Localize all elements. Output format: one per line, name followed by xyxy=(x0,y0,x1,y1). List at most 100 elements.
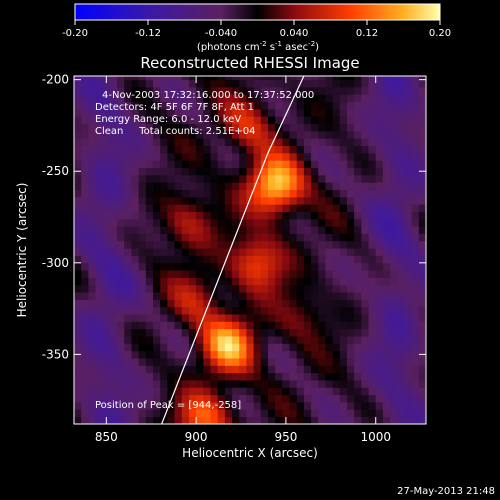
heatmap-cell xyxy=(267,416,276,424)
heatmap-cell xyxy=(138,94,147,103)
heatmap-cell xyxy=(138,409,147,418)
heatmap-cell xyxy=(210,358,219,366)
heatmap-cell xyxy=(339,277,348,286)
heatmap-cell xyxy=(95,196,104,205)
heatmap-cell xyxy=(203,409,211,418)
heatmap-cell xyxy=(95,145,104,154)
heatmap-cell xyxy=(102,328,111,337)
heatmap-cell xyxy=(397,292,405,300)
heatmap-cell xyxy=(232,277,240,286)
heatmap-cell xyxy=(368,365,377,374)
heatmap-cell xyxy=(246,152,254,161)
heatmap-cell xyxy=(217,343,226,352)
heatmap-cell xyxy=(260,138,269,146)
heatmap-cell xyxy=(275,86,283,95)
heatmap-cell xyxy=(217,189,226,198)
heatmap-cell xyxy=(239,167,247,176)
heatmap-cell xyxy=(246,328,254,337)
heatmap-cell xyxy=(102,343,111,352)
heatmap-cell xyxy=(411,240,420,249)
heatmap-cell xyxy=(131,123,140,132)
heatmap-cell xyxy=(196,380,204,388)
heatmap-cell xyxy=(181,262,190,271)
heatmap-cell xyxy=(138,79,147,88)
heatmap-cell xyxy=(282,182,290,190)
heatmap-cell xyxy=(153,211,161,220)
heatmap-cell xyxy=(224,204,233,212)
heatmap-cell xyxy=(167,248,175,256)
heatmap-cell xyxy=(390,277,398,286)
heatmap-cell xyxy=(124,76,132,81)
heatmap-cell xyxy=(74,372,82,381)
heatmap-cell xyxy=(303,284,312,293)
heatmap-cell xyxy=(354,189,362,198)
heatmap-cell xyxy=(174,79,183,88)
heatmap-cell xyxy=(138,240,147,249)
heatmap-cell xyxy=(318,343,326,352)
heatmap-cell xyxy=(131,321,140,330)
heatmap-cell xyxy=(167,101,175,110)
heatmap-cell xyxy=(181,174,190,183)
heatmap-cell xyxy=(117,328,125,337)
heatmap-cell xyxy=(153,218,161,227)
heatmap-cell xyxy=(217,76,226,81)
heatmap-cell xyxy=(325,211,334,220)
heatmap-cell xyxy=(232,116,240,125)
heatmap-cell xyxy=(332,108,341,117)
heatmap-cell xyxy=(188,372,197,381)
heatmap-cell xyxy=(124,218,132,227)
heatmap-cell xyxy=(74,299,82,308)
heatmap-cell xyxy=(339,402,348,410)
heatmap-cell xyxy=(131,138,140,146)
heatmap-cell xyxy=(289,240,298,249)
heatmap-cell xyxy=(253,130,262,139)
heatmap-cell xyxy=(117,218,125,227)
heatmap-cell xyxy=(232,79,240,88)
heatmap-cell xyxy=(224,76,233,81)
heatmap-cell xyxy=(397,299,405,308)
heatmap-cell xyxy=(296,189,305,198)
heatmap-cell xyxy=(361,394,369,403)
heatmap-cell xyxy=(81,299,89,308)
heatmap-cell xyxy=(318,299,326,308)
heatmap-cell xyxy=(346,167,355,176)
heatmap-cell xyxy=(232,189,240,198)
heatmap-cell xyxy=(88,299,96,308)
heatmap-cell xyxy=(239,372,247,381)
heatmap-cell xyxy=(318,255,326,264)
heatmap-cell xyxy=(397,336,405,344)
heatmap-cell xyxy=(239,270,247,278)
heatmap-cell xyxy=(311,130,319,139)
heatmap-cell xyxy=(88,292,96,300)
heatmap-cell xyxy=(95,152,104,161)
heatmap-cell xyxy=(88,365,96,374)
heatmap-cell xyxy=(145,277,154,286)
heatmap-cell xyxy=(167,328,175,337)
heatmap-cell xyxy=(289,101,298,110)
heatmap-cell xyxy=(74,160,82,168)
heatmap-cell xyxy=(138,365,147,374)
heatmap-cell xyxy=(282,79,290,88)
heatmap-cell xyxy=(174,130,183,139)
heatmap-cell xyxy=(95,101,104,110)
heatmap-cell xyxy=(174,314,183,322)
heatmap-cell xyxy=(361,343,369,352)
heatmap-cell xyxy=(102,292,111,300)
heatmap-cell xyxy=(124,152,132,161)
heatmap-cell xyxy=(124,108,132,117)
heatmap-cell xyxy=(131,306,140,315)
heatmap-cell xyxy=(253,196,262,205)
heatmap-cell xyxy=(346,233,355,242)
heatmap-cell xyxy=(160,174,168,183)
heatmap-cell xyxy=(303,108,312,117)
heatmap-cell xyxy=(311,292,319,300)
heatmap-cell xyxy=(124,79,132,88)
heatmap-cell xyxy=(102,409,111,418)
heatmap-cell xyxy=(354,182,362,190)
heatmap-cell xyxy=(246,116,254,125)
heatmap-cell xyxy=(325,182,334,190)
heatmap-cell xyxy=(411,218,420,227)
heatmap-cell xyxy=(303,130,312,139)
heatmap-cell xyxy=(74,255,82,264)
heatmap-cell xyxy=(109,416,118,424)
